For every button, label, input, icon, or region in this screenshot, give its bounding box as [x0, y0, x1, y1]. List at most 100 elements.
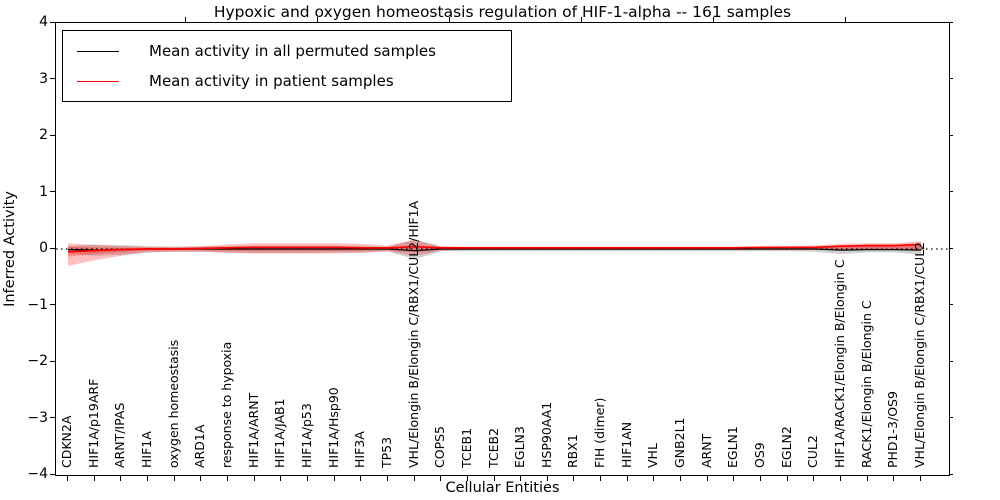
x-tick-label: OS9: [752, 442, 768, 468]
chart-canvas: [56, 239, 949, 266]
y-tick-label: 2: [39, 127, 48, 143]
x-axis-label: Cellular Entities: [445, 480, 560, 496]
x-tick-label: ARNT/IPAS: [112, 402, 128, 468]
x-tick-label: VHL/Elongin B/Elongin C/RBX1/CUL2/HIF1A: [405, 200, 421, 468]
x-bottom-tick-mark: [706, 476, 708, 481]
x-tick-label: HIF1A/JAB1: [272, 398, 288, 468]
patient-mean-line: [67, 243, 922, 253]
y-tick-mark: [948, 417, 953, 418]
x-bottom-tick-mark: [493, 476, 495, 481]
x-tick-label: COPS5: [432, 426, 448, 468]
x-tick-label: VHL/Elongin B/Elongin C/RBX1/CUL2: [912, 241, 927, 468]
y-tick-mark: [948, 134, 953, 136]
x-bottom-tick-mark: [840, 476, 842, 481]
x-tick-label: HSP90AA1: [538, 401, 554, 468]
x-tick-label: HIF1A/ARNT: [245, 392, 261, 468]
x-tick-label: HIF1A: [138, 431, 154, 468]
x-bottom-tick-mark: [226, 476, 228, 481]
y-tick-mark: [50, 360, 55, 362]
x-bottom-tick-mark: [360, 476, 362, 481]
legend-label-permuted: Mean activity in all permuted samples: [149, 42, 436, 60]
y-tick-label: −1: [27, 296, 48, 313]
x-bottom-tick-mark: [893, 476, 895, 481]
x-bottom-tick-mark: [760, 476, 762, 481]
x-top-tick-mark: [713, 17, 714, 22]
x-bottom-tick-mark: [120, 476, 122, 481]
x-bottom-tick-mark: [813, 476, 815, 481]
y-tick-label: −2: [27, 353, 48, 369]
x-tick-label: TCEB1: [458, 427, 474, 468]
y-tick-mark: [50, 247, 55, 249]
x-bottom-tick-mark: [920, 476, 921, 481]
y-tick-label: −4: [27, 466, 48, 482]
x-bottom-tick-mark: [680, 476, 682, 481]
y-tick-mark: [948, 473, 953, 475]
x-bottom-tick-mark: [253, 476, 255, 481]
x-bottom-tick-mark: [173, 476, 175, 481]
x-tick-label: response to hypoxia: [218, 341, 234, 468]
x-tick-label: EGLN2: [778, 426, 794, 468]
x-tick-label: FIH (dimer): [592, 397, 608, 468]
y-tick-label: −3: [27, 409, 48, 426]
x-top-tick-mark: [317, 17, 318, 22]
x-tick-label: HIF3A: [352, 431, 368, 468]
x-tick-label: oxygen homeostasis: [165, 339, 181, 468]
y-tick-mark: [50, 78, 55, 79]
x-tick-label: HIF1A/p53: [298, 403, 314, 468]
x-tick-label: EGLN1: [725, 426, 741, 468]
x-bottom-tick-mark: [733, 476, 735, 481]
x-top-tick-mark: [581, 17, 582, 22]
x-bottom-tick-mark: [333, 476, 335, 481]
y-tick-mark: [948, 78, 953, 79]
patient-line-swatch: [77, 80, 119, 82]
y-tick-label: 4: [39, 14, 48, 30]
x-bottom-tick-mark: [386, 476, 388, 481]
x-bottom-tick-mark: [626, 476, 628, 481]
x-tick-label: CUL2: [805, 435, 821, 468]
x-bottom-tick-mark: [306, 476, 308, 481]
x-bottom-tick-mark: [466, 476, 468, 481]
x-tick-label: VHL: [645, 443, 661, 468]
y-tick-label: 0: [39, 240, 48, 256]
x-tick-label: TCEB2: [485, 427, 501, 468]
chart-title: Hypoxic and oxygen homeostasis regulatio…: [213, 3, 792, 21]
y-tick-mark: [50, 21, 55, 23]
x-bottom-tick-mark: [93, 476, 95, 481]
x-tick-label: ARD1A: [192, 424, 208, 468]
x-tick-label: ARNT: [698, 433, 714, 468]
x-tick-label: PHD1-3/OS9: [885, 391, 901, 468]
x-top-tick-mark: [185, 17, 186, 22]
x-tick-label: TP53: [378, 436, 394, 468]
x-tick-label: EGLN3: [512, 426, 528, 468]
legend-item-permuted: Mean activity in all permuted samples: [63, 36, 511, 66]
x-tick-label: HIF1A/Hsp90: [325, 387, 341, 468]
x-bottom-tick-mark: [520, 476, 522, 481]
x-top-tick-mark: [449, 17, 450, 22]
x-bottom-tick-mark: [573, 476, 575, 481]
x-tick-label: HIF1A/RACK1/Elongin B/Elongin C: [832, 259, 848, 468]
patient-std-band-outer: [68, 240, 921, 266]
x-bottom-tick-mark: [786, 476, 788, 481]
y-tick-mark: [948, 304, 953, 305]
x-bottom-tick-mark: [67, 476, 68, 481]
x-bottom-tick-mark: [413, 476, 415, 481]
y-tick-mark: [50, 191, 55, 192]
y-tick-label: 3: [39, 70, 48, 87]
x-bottom-tick-mark: [280, 476, 282, 481]
x-bottom-tick-mark: [546, 476, 548, 481]
legend-box: Mean activity in all permuted samples Me…: [62, 30, 512, 102]
x-bottom-tick-mark: [200, 476, 202, 481]
y-tick-mark: [948, 21, 953, 23]
x-bottom-tick-mark: [600, 476, 602, 481]
legend-label-patient: Mean activity in patient samples: [149, 72, 394, 90]
y-tick-mark: [50, 134, 55, 136]
y-tick-mark: [948, 360, 953, 362]
y-tick-mark: [948, 191, 953, 192]
x-bottom-tick-mark: [146, 476, 148, 481]
x-tick-label: RACK1/Elongin B/Elongin C: [858, 300, 874, 468]
x-bottom-tick-mark: [866, 476, 868, 481]
y-tick-mark: [50, 304, 55, 305]
y-tick-mark: [948, 247, 953, 249]
x-bottom-tick-mark: [440, 476, 442, 481]
x-tick-label: HIF1A/p19ARF: [85, 378, 101, 468]
